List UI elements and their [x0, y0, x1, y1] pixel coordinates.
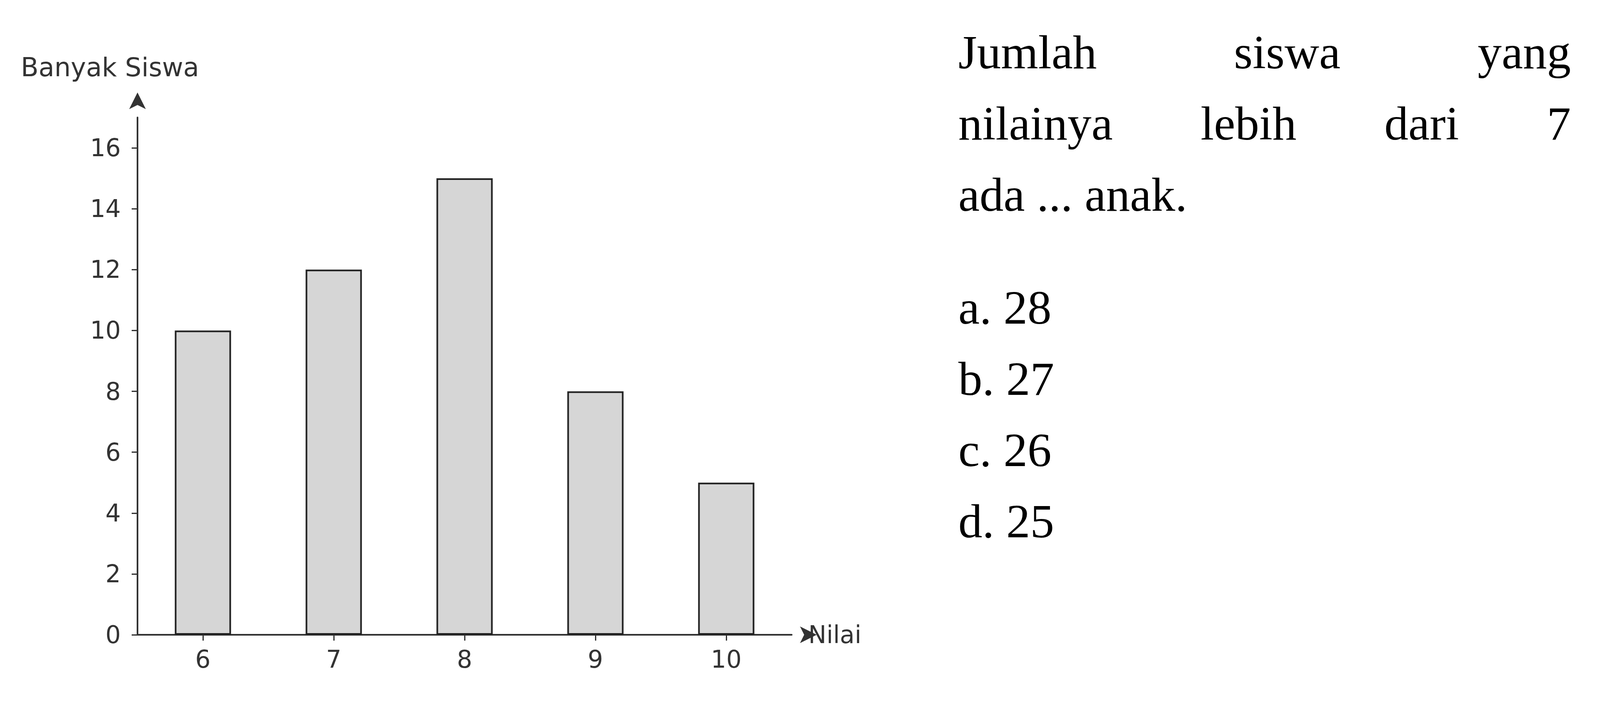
- svg-text:7: 7: [326, 645, 342, 674]
- html-text:ada ... anak.: ada ... anak.: [958, 168, 1188, 222]
- svg-text:12: 12: [90, 255, 121, 284]
- html-text:Jumlah siswa yang: Jumlah siswa yang: [958, 25, 1571, 79]
- html-text:nilainya lebih dari 7: nilainya lebih dari 7: [958, 97, 1571, 150]
- svg-text:4: 4: [105, 499, 121, 528]
- svg-text:16: 16: [90, 133, 121, 163]
- svg-text:Nilai: Nilai: [808, 620, 862, 650]
- svg-text:10: 10: [90, 316, 121, 345]
- html-text:b. 27: b. 27: [958, 352, 1055, 406]
- html-text:c. 26: c. 26: [958, 423, 1052, 477]
- svg-text:6: 6: [195, 645, 211, 674]
- svg-text:10: 10: [710, 645, 742, 674]
- html-text:d. 25: d. 25: [958, 495, 1055, 548]
- svg-text:0: 0: [105, 620, 121, 650]
- svg-text:2: 2: [105, 560, 121, 589]
- svg-text:Banyak Siswa: Banyak Siswa: [20, 52, 200, 83]
- svg-text:9: 9: [587, 645, 604, 674]
- svg-text:14: 14: [90, 194, 121, 223]
- html-text:a. 28: a. 28: [958, 281, 1052, 335]
- svg-text:8: 8: [105, 377, 121, 406]
- svg-text:8: 8: [457, 645, 473, 674]
- svg-text:6: 6: [105, 438, 121, 467]
